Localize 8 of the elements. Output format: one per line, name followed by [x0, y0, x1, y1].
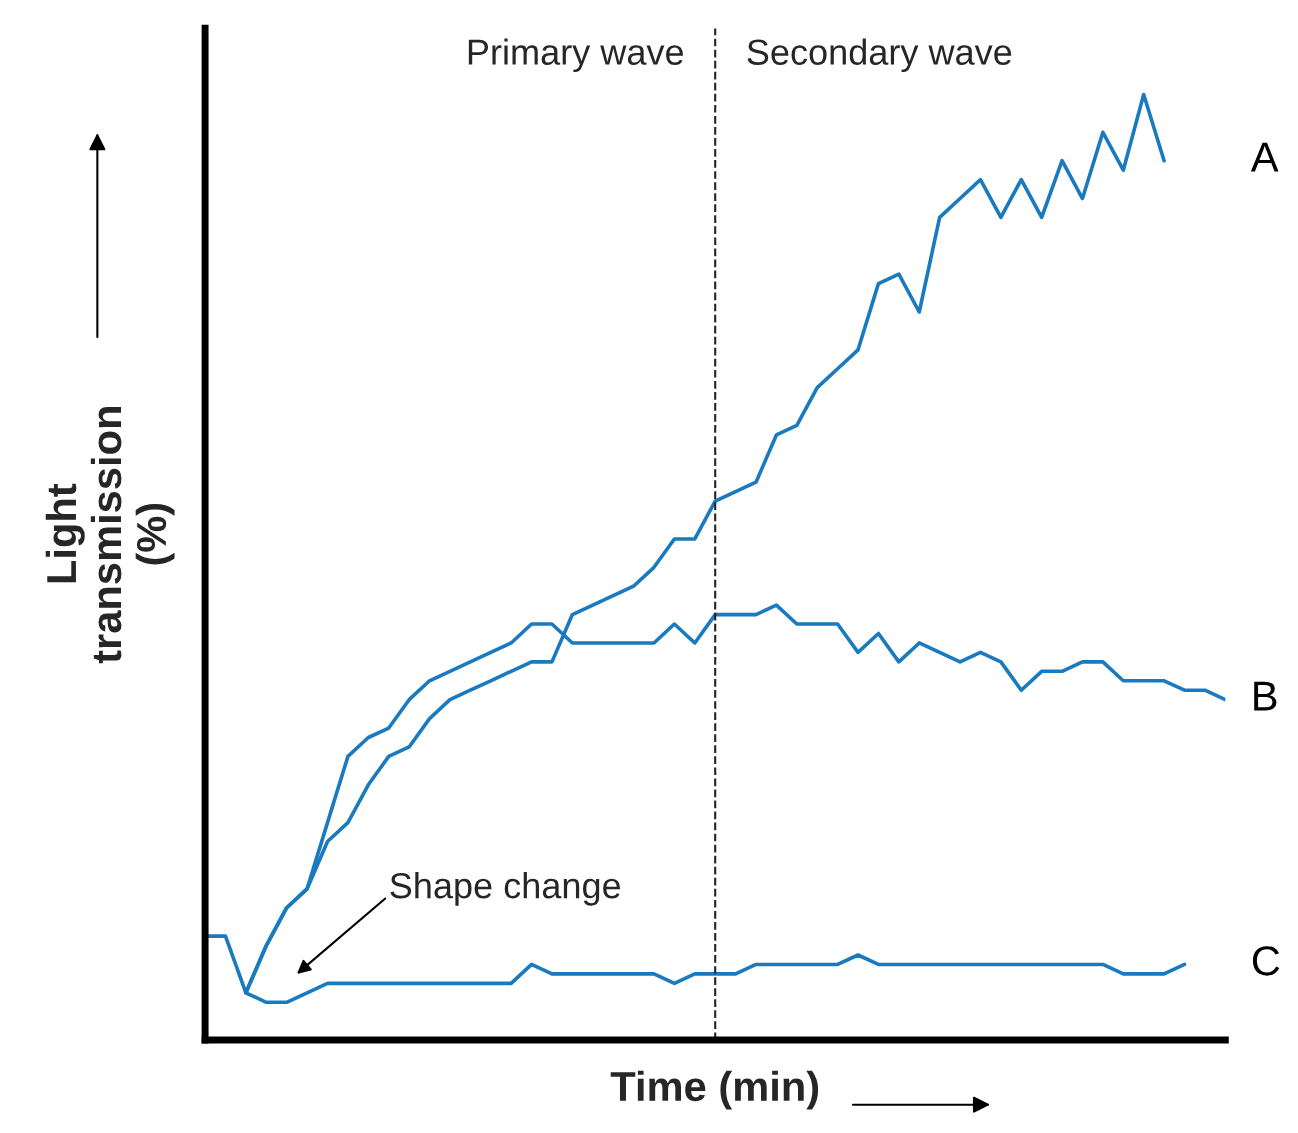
- text: Secondary wave: [747, 38, 1012, 73]
- series-label: B: [1254, 681, 1277, 711]
- y-axis-title: Light transmission (%): [45, 407, 175, 664]
- annotation: Shape change: [390, 871, 621, 906]
- series-label: C: [1252, 946, 1280, 976]
- text: A: [1250, 142, 1279, 172]
- text: Primary wave: [468, 38, 683, 73]
- x-axis-title: Time (min): [610, 1070, 819, 1110]
